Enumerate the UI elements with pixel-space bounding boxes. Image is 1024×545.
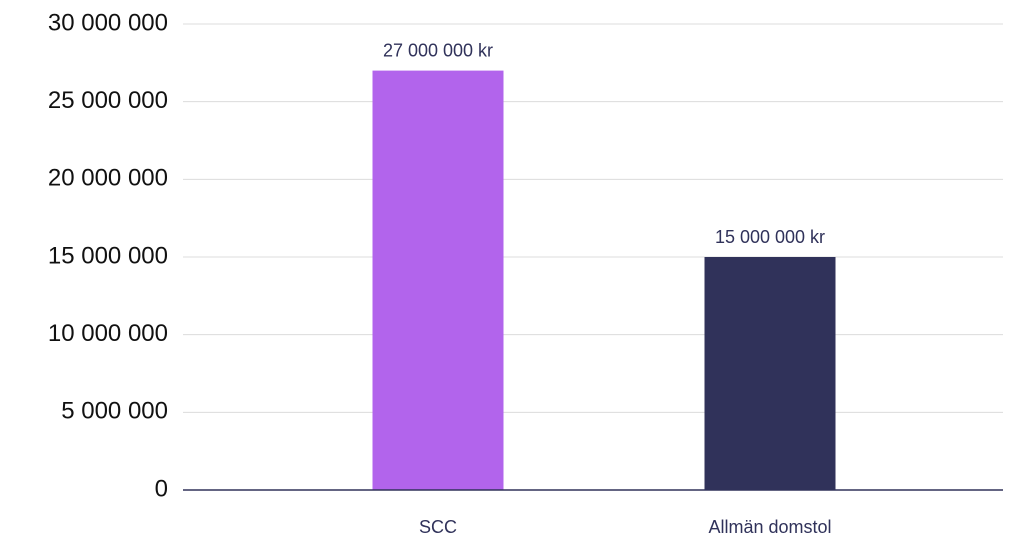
x-tick-label: SCC [419,517,457,537]
y-tick-label: 30 000 000 [48,9,168,36]
y-tick-label: 20 000 000 [48,165,168,192]
y-tick-label: 10 000 000 [48,320,168,347]
value-label: 15 000 000 kr [715,227,825,247]
bar [372,70,504,490]
y-tick-label: 5 000 000 [61,398,168,425]
y-tick-label: 15 000 000 [48,242,168,269]
x-tick-label: Allmän domstol [708,517,831,537]
value-label: 27 000 000 kr [383,40,493,60]
bar [704,257,836,490]
y-tick-label: 25 000 000 [48,87,168,114]
y-tick-label: 0 [155,475,168,502]
